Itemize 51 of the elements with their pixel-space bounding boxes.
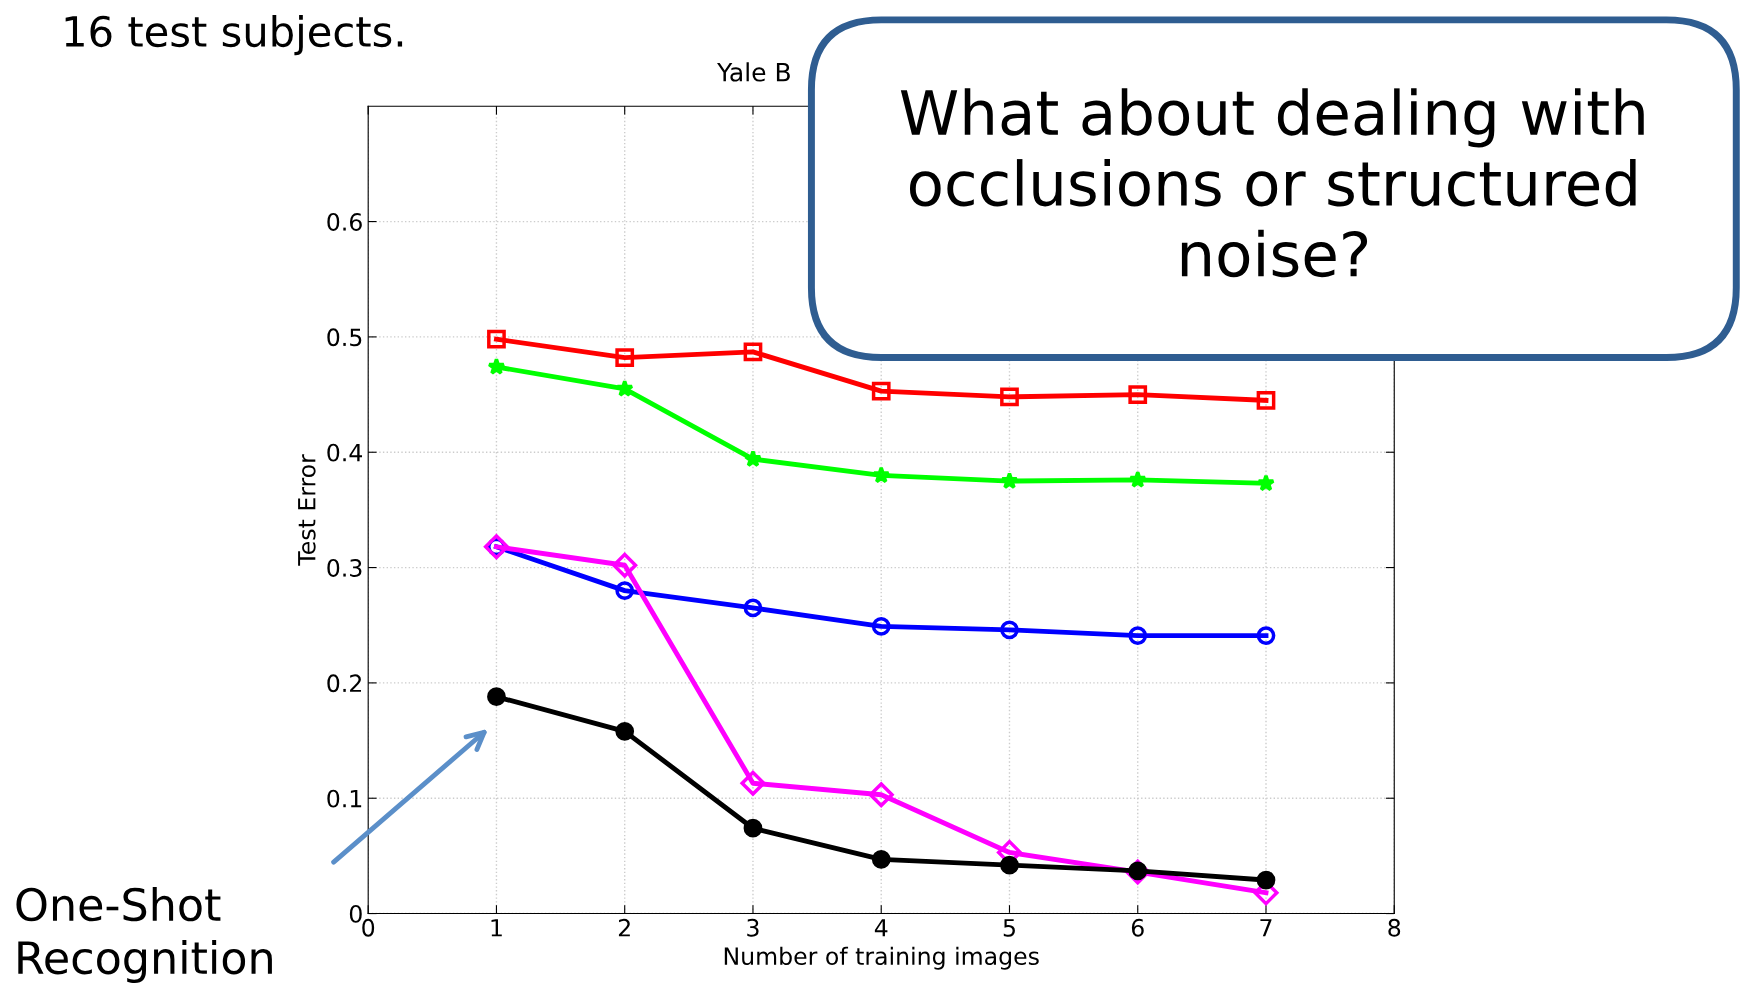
x-tick-label: 0 — [362, 918, 375, 937]
x-tick-label: 6 — [1131, 918, 1144, 937]
point — [615, 348, 635, 368]
point — [1000, 620, 1019, 640]
x-tick-label: 5 — [1003, 919, 1015, 937]
x-tick-label: 4 — [874, 919, 888, 937]
point — [743, 818, 763, 838]
x-axis-title: Number of training images — [724, 946, 1039, 970]
point — [743, 342, 763, 362]
text: One-Shot Recognition — [16, 886, 272, 984]
point — [871, 617, 891, 636]
x-tick-label: 8 — [1388, 918, 1401, 937]
point — [871, 849, 891, 869]
point — [1000, 855, 1019, 875]
y-tick-label: 0 — [349, 905, 362, 923]
point — [1256, 870, 1276, 890]
point — [1128, 470, 1147, 488]
point — [1256, 474, 1275, 492]
x-tick-label: 3 — [747, 918, 759, 937]
point — [1128, 626, 1148, 645]
y-tick-label: 0.5 — [327, 328, 362, 347]
x-tick-label: 2 — [618, 918, 630, 937]
annotation: What about dealing with occlusions or structured noise? — [900, 88, 1644, 278]
y-tick-label: 0.2 — [327, 674, 361, 693]
point — [615, 379, 634, 397]
chart-title: Yale B — [717, 62, 790, 82]
x-tick-label: 7 — [1260, 919, 1272, 937]
point — [740, 770, 766, 796]
point — [615, 721, 635, 741]
point — [868, 782, 894, 808]
point — [487, 687, 506, 707]
point — [487, 357, 506, 375]
point — [1256, 390, 1276, 410]
point — [615, 581, 635, 601]
point — [612, 552, 638, 578]
point — [743, 598, 763, 618]
point — [1000, 471, 1019, 489]
y-tick-label: 0.6 — [327, 213, 362, 231]
point — [743, 449, 762, 468]
point — [871, 381, 891, 401]
point — [487, 329, 506, 349]
y-tick-label: 0.4 — [327, 443, 363, 462]
y-tick-label: 0.1 — [327, 789, 362, 808]
y-axis-title: Test Error — [298, 454, 316, 566]
point — [1128, 385, 1148, 404]
x-tick-label: 1 — [491, 919, 502, 937]
point — [1256, 626, 1276, 645]
point — [1000, 387, 1019, 407]
point — [872, 465, 891, 484]
text: 16 test subjects. — [65, 14, 403, 56]
y-tick-label: 0.3 — [327, 559, 362, 577]
